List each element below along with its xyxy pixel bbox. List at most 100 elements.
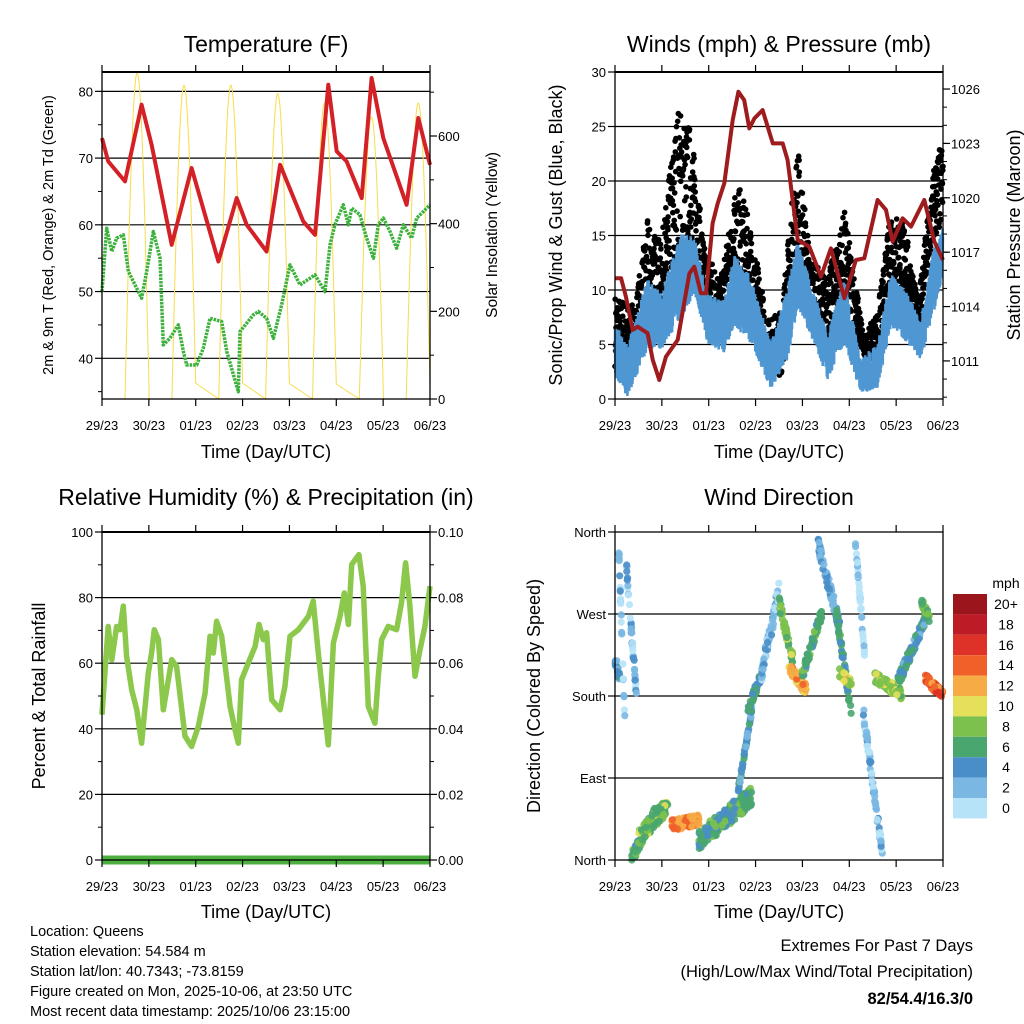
gust-point bbox=[666, 237, 672, 244]
y-tick-label: 60 bbox=[79, 218, 93, 233]
legend-swatch bbox=[953, 798, 987, 819]
direction-point bbox=[745, 703, 753, 711]
gust-point bbox=[939, 148, 945, 154]
gust-point bbox=[787, 257, 793, 264]
x-tick-label: 06/23 bbox=[927, 879, 960, 894]
direction-point bbox=[626, 614, 634, 622]
direction-point bbox=[833, 606, 841, 614]
extremes-heading: Extremes For Past 7 Days bbox=[780, 937, 973, 955]
gust-point bbox=[731, 211, 738, 217]
gust-point bbox=[664, 219, 671, 225]
direction-point bbox=[924, 610, 932, 618]
gust-point bbox=[651, 245, 657, 252]
legend-label: 18 bbox=[998, 616, 1014, 632]
direction-point bbox=[627, 625, 635, 633]
gust-point bbox=[686, 137, 693, 143]
gust-point bbox=[787, 263, 794, 270]
legend-swatch bbox=[953, 634, 987, 656]
gust-point bbox=[643, 253, 650, 260]
y-tick-label: 70 bbox=[79, 151, 93, 166]
gust-point bbox=[670, 202, 677, 208]
x-tick-label: 01/23 bbox=[179, 879, 212, 894]
direction-point bbox=[860, 648, 868, 656]
gust-point bbox=[846, 240, 853, 246]
direction-point bbox=[632, 689, 641, 697]
x-tick-label: 02/23 bbox=[739, 879, 772, 894]
gust-point bbox=[799, 212, 806, 218]
gust-point bbox=[795, 208, 802, 215]
gust-point bbox=[920, 291, 927, 297]
temperature-title: Temperature (F) bbox=[184, 31, 349, 57]
direction-point bbox=[840, 669, 848, 677]
plot-area bbox=[612, 89, 946, 397]
legend-swatch bbox=[953, 594, 987, 615]
y-tick-label: 30 bbox=[592, 65, 606, 80]
direction-point bbox=[871, 798, 880, 807]
gust-point bbox=[620, 313, 626, 320]
info-recent: Most recent data timestamp: 2025/10/06 2… bbox=[30, 1004, 350, 1020]
gust-point bbox=[671, 180, 677, 186]
direction-point bbox=[835, 627, 843, 635]
gust-point bbox=[683, 144, 690, 151]
gust-point bbox=[760, 308, 767, 315]
x-tick-label: 02/23 bbox=[739, 418, 772, 433]
gust-point bbox=[657, 255, 664, 261]
temperature-line bbox=[100, 76, 432, 264]
y-tick-label: 80 bbox=[79, 84, 93, 99]
gust-point bbox=[625, 329, 632, 335]
direction-point bbox=[799, 680, 807, 689]
y-tick-label: East bbox=[580, 771, 606, 786]
gust-point bbox=[842, 220, 849, 227]
direction-point bbox=[709, 819, 718, 827]
x-tick-label: 30/23 bbox=[133, 879, 166, 894]
direction-point bbox=[630, 665, 639, 673]
gust-point bbox=[739, 219, 746, 225]
y-tick-label: 0 bbox=[86, 853, 93, 868]
x-tick-label: 30/23 bbox=[133, 418, 166, 433]
gust-point bbox=[902, 257, 909, 263]
pressure-ylabel: Station Pressure (Maroon) bbox=[1004, 129, 1024, 340]
gust-point bbox=[747, 248, 754, 255]
direction-point bbox=[769, 616, 777, 624]
direction-point bbox=[702, 828, 711, 836]
y2-tick-label: 1014 bbox=[951, 300, 980, 315]
direction-point bbox=[617, 600, 625, 608]
info-created: Figure created on Mon, 2025-10-06, at 23… bbox=[30, 984, 352, 1000]
direction-point bbox=[686, 812, 694, 821]
direction-point bbox=[623, 576, 631, 584]
direction-point bbox=[787, 664, 795, 672]
x-tick-label: 03/23 bbox=[786, 879, 819, 894]
legend-swatch bbox=[953, 777, 987, 798]
gust-point bbox=[670, 209, 676, 216]
x-tick-label: 29/23 bbox=[599, 879, 632, 894]
info-location: Location: Queens bbox=[30, 924, 144, 940]
direction-point bbox=[624, 591, 633, 599]
gust-point bbox=[892, 250, 899, 256]
gust-point bbox=[696, 218, 703, 225]
direction-point bbox=[863, 742, 871, 750]
gust-point bbox=[737, 187, 743, 193]
gust-point bbox=[674, 208, 680, 214]
direction-point bbox=[876, 829, 884, 837]
gust-point bbox=[799, 190, 806, 196]
gust-point bbox=[673, 227, 680, 233]
direction-point bbox=[802, 661, 810, 669]
gust-point bbox=[691, 155, 697, 162]
gust-point bbox=[661, 272, 667, 279]
legend-label: 2 bbox=[1002, 780, 1010, 796]
gust-point bbox=[859, 327, 866, 333]
direction-point bbox=[729, 797, 738, 806]
gust-point bbox=[637, 293, 643, 299]
plot-frame bbox=[101, 531, 431, 861]
direction-point bbox=[776, 601, 785, 610]
gust-point bbox=[802, 206, 808, 213]
gust-point bbox=[677, 213, 683, 220]
plot-area bbox=[99, 551, 433, 865]
direction-point bbox=[616, 572, 624, 580]
legend-label: 10 bbox=[998, 698, 1014, 714]
gust-point bbox=[669, 185, 676, 192]
gust-point bbox=[888, 244, 895, 251]
direction-point bbox=[743, 733, 751, 741]
direction-point bbox=[620, 691, 628, 700]
direction-point bbox=[625, 601, 634, 609]
